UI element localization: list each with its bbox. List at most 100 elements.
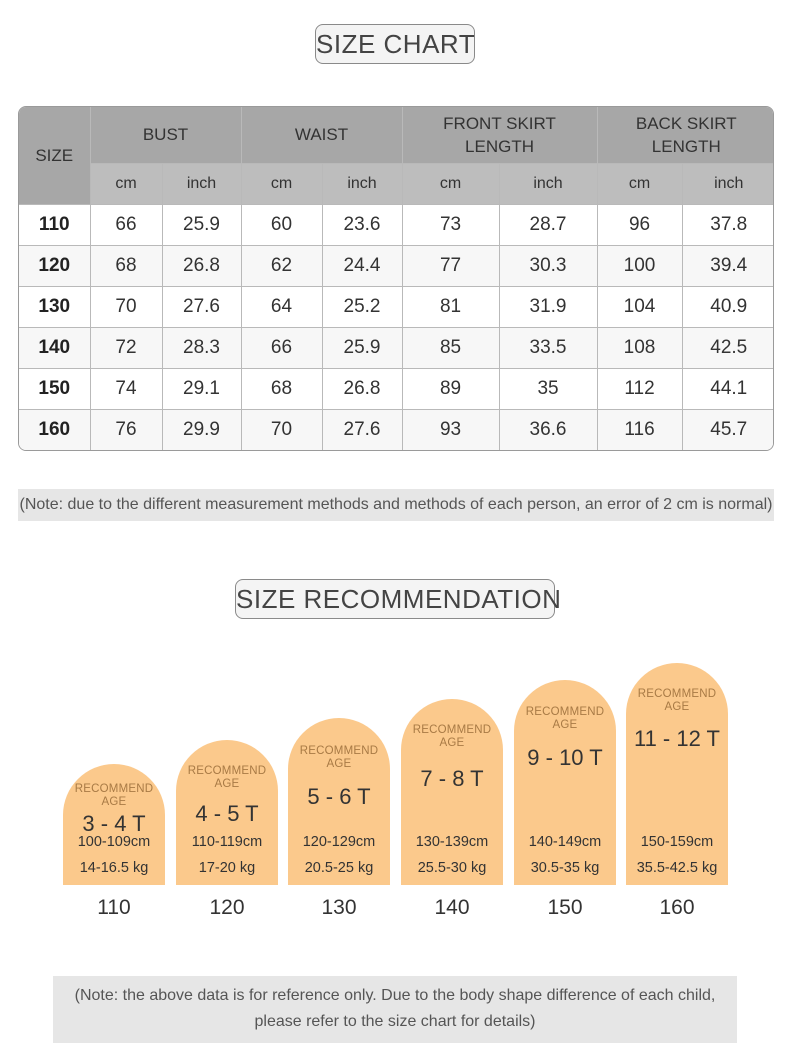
- measurement-cell: 96: [596, 203, 683, 246]
- recommended-size-label: 140: [434, 896, 470, 919]
- size-cell: 110: [19, 203, 91, 246]
- table-row: 150 74 29.1 68 26.8 89 35 112 44.1: [19, 367, 773, 410]
- measurement-cell: 42.5: [681, 326, 773, 369]
- measurement-cell: 33.5: [498, 326, 598, 369]
- measurement-cell: 81: [401, 285, 500, 328]
- height-range: 100-109cm: [77, 834, 151, 850]
- measurement-cell: 77: [401, 244, 500, 287]
- measurement-cell: 44.1: [681, 367, 773, 410]
- recommend-age-label: RECOMMEND AGE: [412, 724, 492, 749]
- group-header-front-skirt-length: FRONT SKIRT LENGTH: [401, 107, 598, 164]
- recommend-age-label: RECOMMEND AGE: [525, 706, 605, 731]
- recommend-age-label: RECOMMEND AGE: [637, 688, 717, 713]
- weight-range: 35.5-42.5 kg: [636, 860, 718, 876]
- weight-range: 20.5-25 kg: [304, 860, 374, 876]
- unit-header: inch: [161, 162, 242, 205]
- unit-header: inch: [498, 162, 598, 205]
- measurement-cell: 39.4: [681, 244, 773, 287]
- recommendation-card: RECOMMEND AGE 11 - 12 T 150-159cm 35.5-42.5 …: [626, 663, 728, 885]
- measurement-cell: 116: [596, 408, 683, 450]
- measurement-cell: 112: [596, 367, 683, 410]
- table-row: 130 70 27.6 64 25.2 81 31.9 104 40.9: [19, 285, 773, 328]
- height-range: 110-119cm: [191, 834, 263, 850]
- measurement-cell: 26.8: [321, 367, 403, 410]
- table-row: 120 68 26.8 62 24.4 77 30.3 100 39.4: [19, 244, 773, 287]
- measurement-cell: 24.4: [321, 244, 403, 287]
- group-header-waist: WAIST: [240, 107, 403, 164]
- measurement-cell: 62: [240, 244, 323, 287]
- recommend-age-label: RECOMMEND AGE: [299, 745, 379, 770]
- size-recommendation-title: SIZE RECOMMENDATION: [235, 579, 561, 619]
- measurement-cell: 29.9: [161, 408, 242, 450]
- measurement-cell: 74: [89, 367, 163, 410]
- recommended-size-label: 120: [209, 896, 245, 919]
- measurement-cell: 89: [401, 367, 500, 410]
- measurement-cell: 27.6: [161, 285, 242, 328]
- unit-header: cm: [596, 162, 683, 205]
- measurement-cell: 108: [596, 326, 683, 369]
- measurement-cell: 60: [240, 203, 323, 246]
- recommended-size-label: 130: [321, 896, 357, 919]
- reference-note: (Note: the above data is for reference o…: [53, 976, 737, 1043]
- size-header: SIZE: [19, 107, 91, 205]
- measurement-cell: 70: [240, 408, 323, 450]
- age-range: 4 - 5 T: [195, 801, 259, 826]
- recommend-age-label: RECOMMEND AGE: [74, 783, 154, 808]
- measurement-cell: 85: [401, 326, 500, 369]
- size-chart-table: SIZE BUST WAIST FRONT SKIRT LENGTH BACK S…: [18, 106, 774, 451]
- measurement-cell: 23.6: [321, 203, 403, 246]
- measurement-cell: 73: [401, 203, 500, 246]
- age-range: 11 - 12 T: [633, 726, 720, 751]
- unit-header: inch: [321, 162, 403, 205]
- recommended-size-label: 150: [547, 896, 583, 919]
- height-range: 130-139cm: [415, 834, 489, 850]
- size-cell: 150: [19, 367, 91, 410]
- measurement-cell: 35: [498, 367, 598, 410]
- measurement-cell: 100: [596, 244, 683, 287]
- recommended-size-label: 160: [659, 896, 695, 919]
- measurement-cell: 66: [89, 203, 163, 246]
- size-cell: 130: [19, 285, 91, 328]
- measurement-cell: 93: [401, 408, 500, 450]
- reference-note-line1: (Note: the above data is for reference o…: [74, 987, 716, 1004]
- size-cell: 120: [19, 244, 91, 287]
- weight-range: 14-16.5 kg: [79, 860, 149, 876]
- weight-range: 17-20 kg: [198, 860, 256, 876]
- measurement-cell: 68: [240, 367, 323, 410]
- measurement-cell: 28.3: [161, 326, 242, 369]
- measurement-cell: 28.7: [498, 203, 598, 246]
- reference-note-line2: please refer to the size chart for detai…: [254, 1013, 536, 1030]
- measurement-cell: 26.8: [161, 244, 242, 287]
- measurement-cell: 25.2: [321, 285, 403, 328]
- measurement-cell: 66: [240, 326, 323, 369]
- recommendation-card: RECOMMEND AGE 3 - 4 T 100-109cm 14-16.5 kg: [63, 764, 165, 885]
- size-cell: 160: [19, 408, 91, 450]
- unit-header: cm: [401, 162, 500, 205]
- recommendation-card: RECOMMEND AGE 7 - 8 T 130-139cm 25.5-30 kg: [401, 699, 503, 885]
- age-range: 3 - 4 T: [82, 811, 146, 836]
- measurement-cell: 45.7: [681, 408, 773, 450]
- unit-header: inch: [681, 162, 773, 205]
- unit-header: cm: [90, 162, 163, 205]
- unit-header: cm: [240, 162, 323, 205]
- recommendation-card: RECOMMEND AGE 9 - 10 T 140-149cm 30.5-35 kg: [514, 680, 616, 885]
- table-row: 110 66 25.9 60 23.6 73 28.7 96 37.8: [19, 203, 773, 246]
- measurement-cell: 70: [89, 285, 163, 328]
- age-range: 7 - 8 T: [420, 766, 484, 791]
- size-cell: 140: [19, 326, 91, 369]
- size-chart-title: SIZE CHART: [315, 24, 475, 64]
- recommended-size-label: 110: [97, 896, 131, 919]
- measurement-cell: 31.9: [498, 285, 598, 328]
- age-range: 9 - 10 T: [527, 745, 603, 770]
- measurement-cell: 76: [89, 408, 163, 450]
- height-range: 140-149cm: [528, 834, 602, 850]
- height-range: 150-159cm: [640, 834, 714, 850]
- recommend-age-label: RECOMMEND AGE: [187, 765, 267, 790]
- group-header-bust: BUST: [89, 107, 242, 164]
- measurement-cell: 68: [89, 244, 163, 287]
- measurement-cell: 72: [89, 326, 163, 369]
- measurement-cell: 40.9: [681, 285, 773, 328]
- table-row: 140 72 28.3 66 25.9 85 33.5 108 42.5: [19, 326, 773, 369]
- weight-range: 25.5-30 kg: [417, 860, 487, 876]
- table-row: 160 76 29.9 70 27.6 93 36.6 116 45.7: [19, 408, 773, 450]
